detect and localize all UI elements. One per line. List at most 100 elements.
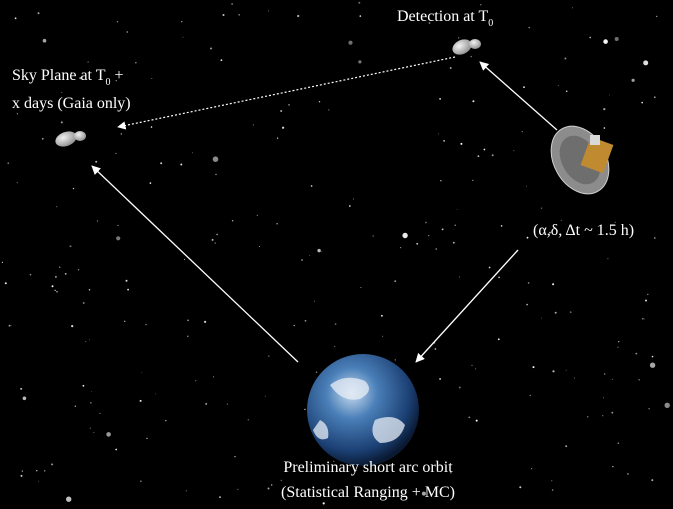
star [334,323,337,325]
star [643,60,649,66]
star [256,214,259,216]
star [64,273,67,275]
star [10,325,12,326]
star [552,283,555,286]
star [301,259,303,261]
star [527,282,530,284]
star [428,22,431,24]
star [141,371,143,373]
star [16,182,18,184]
node-label: Preliminary short arc orbit [283,459,453,476]
star [51,285,54,288]
star [574,377,575,379]
star [20,387,23,390]
star [541,317,542,319]
star [66,496,72,502]
star [222,14,225,16]
star [42,138,44,140]
star [589,36,592,39]
star [488,266,491,269]
star [211,238,214,241]
star [310,185,313,187]
star [160,162,163,165]
star [149,182,152,184]
star [77,269,80,271]
star [382,335,384,337]
star [603,373,606,375]
star [214,242,216,244]
star [452,241,455,244]
star [500,225,503,227]
star [187,335,189,338]
star [220,59,223,62]
star [528,26,530,29]
star [551,489,554,491]
star [458,386,461,389]
star [614,37,619,41]
star [231,3,233,5]
star [268,10,270,12]
star [627,473,629,475]
star [215,173,217,176]
star [427,234,430,237]
star [491,154,494,157]
star [653,237,656,239]
star [72,187,75,190]
star [304,408,306,410]
star [205,402,208,405]
star [450,472,452,474]
star [22,396,27,401]
star [456,209,458,210]
star [280,479,283,482]
star [56,206,58,208]
star [645,299,647,302]
star [82,384,85,387]
star [210,47,212,50]
star [277,137,279,139]
star [182,36,184,38]
star [293,324,296,327]
star [649,362,656,368]
star [87,61,89,63]
star [471,364,473,366]
star [334,345,336,348]
star [519,486,522,489]
node-label: x days (Gaia only) [12,95,131,112]
star [472,179,474,181]
star [381,314,383,317]
star [96,220,99,222]
star [425,221,427,224]
arrow-dotted [117,56,456,130]
star [569,311,572,314]
star [8,324,11,327]
star [333,460,335,462]
star [59,266,61,268]
star [394,280,397,282]
star [150,126,153,128]
star [322,502,325,505]
star [56,291,58,293]
star [51,463,54,466]
star [95,160,98,163]
star [140,480,142,483]
star [88,289,91,291]
star [29,273,32,276]
star [71,325,74,328]
star [572,7,573,9]
star [115,152,117,154]
star [609,94,610,96]
star [124,320,126,322]
star [498,276,500,279]
star [612,466,614,468]
star [440,180,442,182]
star [165,420,167,422]
star [36,470,38,472]
star [513,150,515,152]
star [394,359,396,361]
star [135,62,137,64]
star [529,394,531,397]
star [180,163,183,166]
star [439,378,442,380]
